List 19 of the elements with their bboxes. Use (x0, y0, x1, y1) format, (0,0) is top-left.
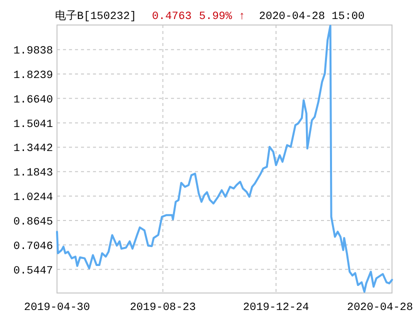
y-tick-label: 1.3442 (13, 143, 53, 156)
y-tick-label: 1.0244 (13, 192, 54, 204)
text: 5.99% ↑ (199, 11, 246, 23)
y-tick-label: 1.9838 (13, 46, 53, 58)
y-tick-label: 1.5041 (13, 118, 54, 131)
text: 2020-04-28 15:00 (259, 11, 365, 23)
y-tick-label: 0.8645 (13, 216, 53, 229)
x-tick-label: 2019-12-24 (243, 302, 310, 314)
y-tick-label: 1.8239 (13, 70, 53, 82)
x-tick-label: 2019-04-30 (24, 302, 90, 314)
x-tick-label: 2019-08-23 (130, 302, 196, 314)
text: 0.4763 (152, 11, 192, 23)
y-tick-label: 0.7046 (13, 240, 53, 253)
x-tick-label: 2020-04-28 (346, 302, 413, 314)
line-series (56, 24, 393, 293)
y-tick-label: 0.5447 (13, 265, 53, 278)
chart-title: 电子B[150232] (55, 9, 136, 23)
y-tick-label: 1.6640 (13, 94, 53, 106)
y-tick-label: 1.1843 (13, 168, 53, 180)
